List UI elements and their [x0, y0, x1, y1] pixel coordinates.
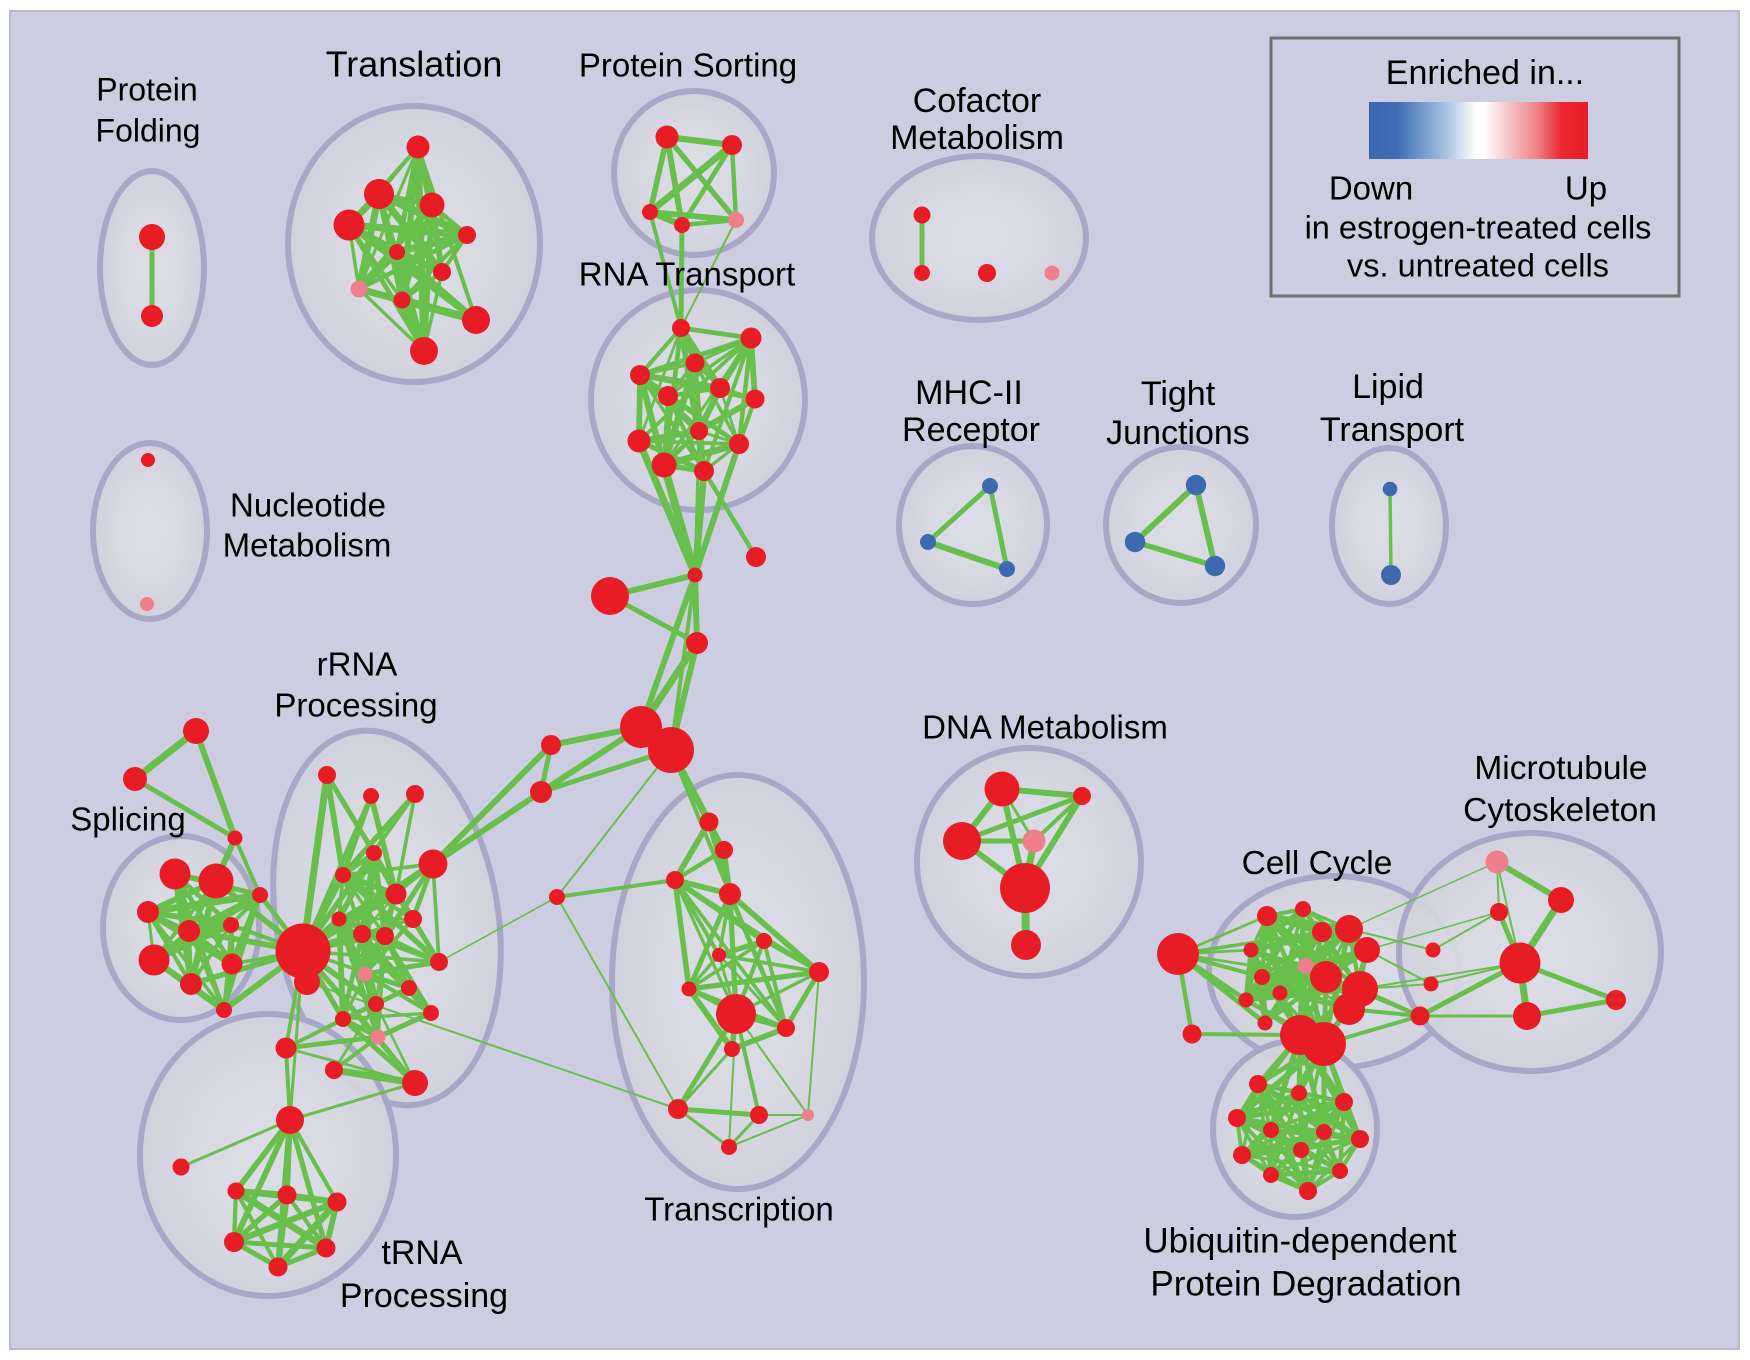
svg-text:MHC-II: MHC-II [915, 374, 1023, 412]
svg-text:Transport: Transport [1320, 411, 1465, 449]
svg-text:RNA Transport: RNA Transport [579, 256, 795, 293]
svg-text:Transcription: Transcription [644, 1191, 834, 1228]
svg-text:Cytoskeleton: Cytoskeleton [1463, 792, 1657, 829]
svg-text:Translation: Translation [326, 44, 503, 85]
svg-text:Receptor: Receptor [902, 411, 1040, 449]
svg-text:Enriched in...: Enriched in... [1386, 54, 1584, 92]
svg-text:Cell Cycle: Cell Cycle [1242, 845, 1393, 882]
svg-text:Tight: Tight [1141, 375, 1216, 413]
svg-text:in estrogen-treated cells: in estrogen-treated cells [1305, 210, 1652, 246]
svg-text:Junctions: Junctions [1106, 414, 1250, 452]
svg-text:Microtubule: Microtubule [1474, 750, 1647, 787]
svg-text:Lipid: Lipid [1352, 368, 1424, 406]
svg-text:DNA Metabolism: DNA Metabolism [922, 709, 1168, 746]
svg-text:Protein Degradation: Protein Degradation [1150, 1264, 1461, 1303]
svg-text:Protein: Protein [96, 71, 197, 107]
svg-text:Cofactor: Cofactor [913, 82, 1042, 120]
svg-text:Metabolism: Metabolism [223, 527, 392, 564]
svg-text:Splicing: Splicing [70, 801, 186, 838]
svg-text:Down: Down [1329, 170, 1413, 207]
svg-text:Processing: Processing [274, 687, 437, 724]
svg-text:Ubiquitin-dependent: Ubiquitin-dependent [1143, 1221, 1457, 1260]
svg-text:Protein Sorting: Protein Sorting [579, 47, 797, 84]
svg-text:tRNA: tRNA [381, 1234, 463, 1272]
svg-text:rRNA: rRNA [317, 646, 398, 683]
svg-text:Metabolism: Metabolism [890, 119, 1064, 157]
svg-text:vs. untreated cells: vs. untreated cells [1347, 248, 1609, 284]
svg-text:Nucleotide: Nucleotide [230, 487, 386, 524]
svg-text:Up: Up [1565, 170, 1607, 207]
svg-text:Processing: Processing [340, 1277, 508, 1315]
svg-text:Folding: Folding [96, 112, 201, 148]
